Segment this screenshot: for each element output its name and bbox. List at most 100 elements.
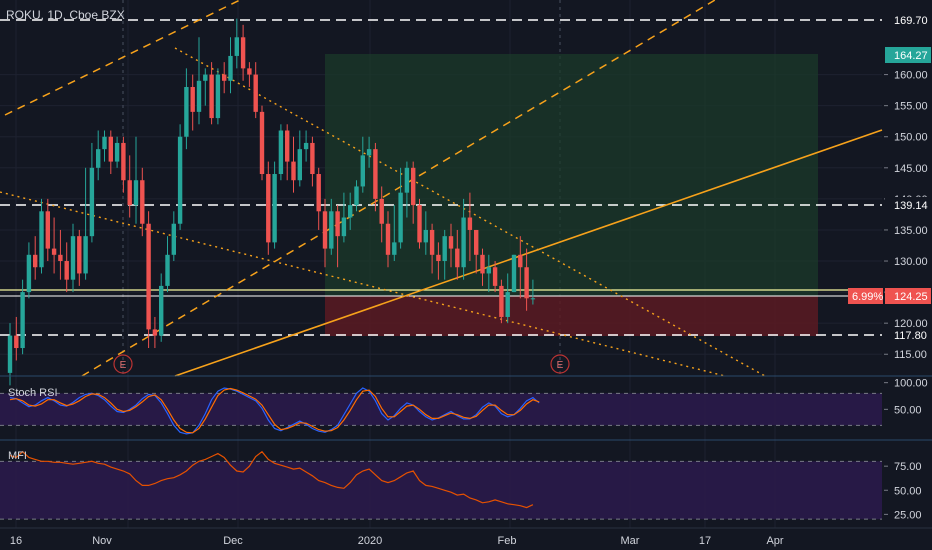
candle — [58, 254, 63, 262]
y-tick-label: 150.00 — [894, 132, 928, 144]
candle — [392, 242, 397, 255]
candle — [329, 211, 334, 249]
candle — [108, 136, 113, 162]
candle — [448, 236, 454, 249]
change-pct-label: 6.99% — [852, 291, 883, 303]
candle — [429, 229, 435, 255]
candle — [196, 80, 202, 112]
y-tick-label: 135.00 — [894, 225, 928, 237]
candle — [511, 254, 517, 293]
change-pct-bg — [848, 288, 883, 304]
last-price-label-bg — [885, 288, 931, 304]
candle — [486, 267, 491, 274]
candle — [474, 229, 479, 255]
x-tick-label: Dec — [223, 535, 243, 547]
candle — [266, 174, 271, 243]
candle — [89, 167, 95, 237]
candle — [215, 74, 221, 119]
candle — [423, 229, 428, 243]
x-tick-label: Mar — [621, 535, 640, 547]
resistance-label: 169.70 — [894, 15, 928, 27]
target-label-bg — [885, 47, 931, 63]
stop-label-bg — [885, 327, 931, 343]
candle — [26, 254, 32, 293]
candle — [297, 149, 302, 181]
candle — [70, 236, 76, 280]
earnings-marker — [550, 354, 570, 374]
candle — [64, 261, 69, 280]
y-tick-label: 50.00 — [894, 485, 922, 497]
candle — [467, 217, 473, 230]
level-label: 139.14 — [894, 200, 928, 212]
candle — [102, 136, 107, 150]
last-price-label: 124.25 — [894, 291, 928, 303]
candle — [385, 223, 391, 255]
x-tick-label: 2020 — [358, 535, 382, 547]
candle — [530, 298, 536, 300]
dotted-down-line-2 — [0, 191, 726, 377]
candle — [140, 180, 145, 224]
candle — [133, 180, 139, 206]
candle — [398, 192, 403, 243]
candle — [316, 174, 321, 212]
candle — [96, 149, 101, 168]
price-markers: E E 169.70 139.14 117.80 164.27 124.25 6.99% — [113, 12, 931, 374]
stoch-rsi-label: Stoch RSI — [8, 387, 58, 399]
candle — [33, 254, 38, 268]
x-tick-label: Apr — [766, 535, 783, 547]
y-tick-label: 155.00 — [894, 101, 928, 113]
candle — [209, 74, 214, 119]
mfi-pane: 75.00 50.00 25.00 — [0, 441, 932, 527]
candle — [373, 149, 378, 199]
candle — [461, 217, 466, 268]
mfi-label: MFI — [8, 450, 27, 462]
x-tick-label: 16 — [10, 535, 22, 547]
candle — [354, 186, 359, 206]
indicator-line — [9, 450, 534, 509]
candle — [77, 236, 82, 274]
candle — [335, 211, 340, 237]
candle — [492, 267, 498, 286]
candle — [505, 292, 510, 317]
candle — [411, 167, 416, 206]
x-tick-label: Nov — [92, 535, 112, 547]
chart-title: ROKU, 1D, Cboe BZX — [6, 8, 125, 22]
loss-zone — [325, 296, 818, 336]
candle — [159, 285, 164, 336]
candle — [146, 223, 151, 330]
axis-background — [884, 441, 932, 527]
candle — [203, 74, 208, 81]
earnings-label: E — [120, 360, 127, 371]
candle — [177, 136, 183, 224]
candle — [436, 254, 441, 262]
indicator-band — [0, 461, 882, 520]
x-tick-label: 17 — [699, 535, 711, 547]
axis-background — [884, 377, 932, 439]
indicator-line — [9, 387, 540, 434]
candle — [20, 292, 25, 349]
candle — [455, 248, 460, 268]
candle — [285, 130, 290, 162]
candle — [83, 236, 88, 274]
candle — [190, 87, 195, 112]
level-label-bg — [885, 197, 931, 213]
y-tick-label: 25.00 — [894, 509, 922, 521]
candle — [228, 55, 233, 81]
candle — [14, 335, 19, 349]
candle — [348, 205, 353, 218]
y-tick-label: 115.00 — [894, 349, 927, 361]
candles — [7, 18, 536, 386]
earnings-marker — [113, 354, 133, 374]
candle — [524, 267, 529, 299]
candle — [234, 37, 239, 56]
channel-lower-line — [81, 0, 716, 377]
y-tick-label: 75.00 — [894, 461, 922, 473]
target-label: 164.27 — [894, 50, 928, 62]
candle — [310, 142, 315, 175]
indicator-band — [0, 393, 882, 426]
candle — [291, 161, 296, 181]
candle — [442, 236, 447, 262]
stop-label: 117.80 — [894, 330, 927, 342]
candle — [366, 149, 372, 156]
